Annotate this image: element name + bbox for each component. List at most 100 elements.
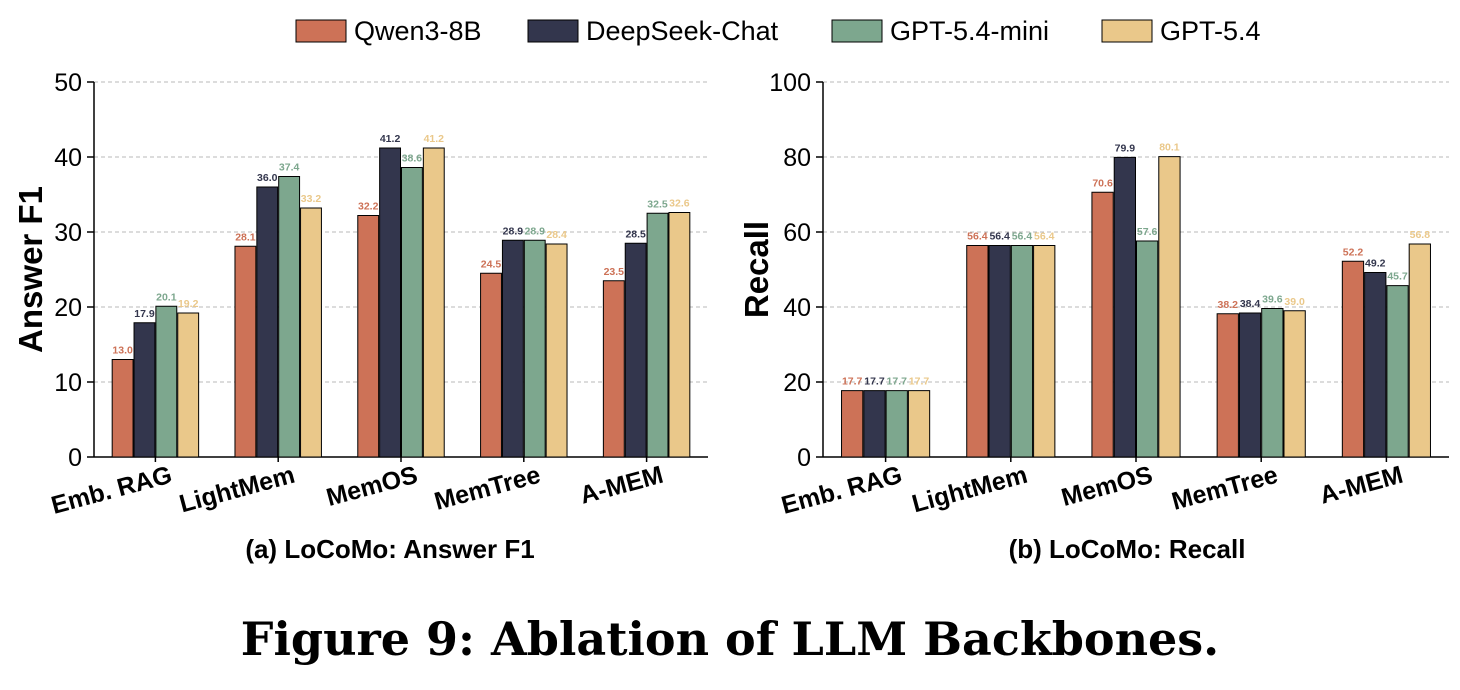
bar-gpt-5-4-memtree	[545, 243, 568, 458]
data-label-qwen3-8b-memtree: 24.5	[481, 258, 502, 270]
y-axis-label: Answer F1	[12, 186, 49, 353]
data-label-deepseek-chat-memos: 79.9	[1115, 142, 1136, 154]
y-tick-label: 20	[783, 369, 811, 397]
data-label-gpt-5-4-mini-emb-rag: 20.1	[156, 291, 177, 303]
y-tick-label: 100	[769, 69, 811, 97]
bar-qwen3-8b-memos	[357, 215, 380, 458]
bar-qwen3-8b-memos	[1091, 191, 1114, 458]
bar-deepseek-chat-memtree	[1238, 312, 1262, 458]
y-tick-label: 30	[54, 219, 82, 247]
bar-gpt-5-4-mini-memtree	[523, 239, 546, 458]
bar-gpt-5-4-lightmem	[300, 207, 322, 458]
x-tick-label-a-mem: A-MEM	[1317, 461, 1406, 510]
legend-swatch-gpt-5-4	[1101, 19, 1153, 43]
data-label-gpt-5-4-mini-lightmem: 37.4	[279, 162, 300, 174]
x-tick-label-memtree: MemTree	[1169, 461, 1281, 516]
x-tick-label-memtree: MemTree	[431, 461, 543, 516]
data-label-deepseek-chat-memtree: 28.9	[503, 225, 524, 237]
bar-gpt-5-4-mini-a-mem	[1386, 285, 1409, 458]
bar-gpt-5-4-emb-rag	[177, 312, 200, 458]
x-tick-label-a-mem: A-MEM	[577, 461, 666, 510]
bar-deepseek-chat-lightmem	[256, 186, 279, 458]
x-tick-label-lightmem: LightMem	[909, 461, 1030, 519]
data-label-qwen3-8b-emb-rag: 17.7	[842, 376, 863, 388]
data-label-gpt-5-4-mini-a-mem: 32.5	[647, 198, 668, 210]
bar-gpt-5-4-mini-emb-rag	[155, 305, 178, 458]
data-label-gpt-5-4-mini-memos: 57.6	[1137, 226, 1158, 238]
bar-gpt-5-4-mini-emb-rag	[885, 390, 908, 458]
bar-qwen3-8b-emb-rag	[111, 359, 134, 458]
bar-gpt-5-4-mini-memos	[400, 167, 423, 458]
y-tick-label: 80	[783, 144, 811, 172]
legend-label-deepseek-chat: DeepSeek-Chat	[586, 16, 779, 46]
bar-qwen3-8b-lightmem	[966, 245, 989, 458]
legend-label-gpt-5-4: GPT-5.4	[1160, 16, 1261, 46]
data-label-gpt-5-4-mini-memtree: 39.6	[1262, 294, 1283, 306]
bar-gpt-5-4-mini-memos	[1136, 240, 1159, 458]
chart-title: (b) LoCoMo: Recall	[1009, 534, 1246, 564]
bar-deepseek-chat-lightmem	[988, 245, 1011, 458]
bar-deepseek-chat-memos	[379, 147, 402, 458]
bar-gpt-5-4-memtree	[1283, 310, 1306, 458]
data-label-gpt-5-4-emb-rag: 19.2	[178, 298, 199, 310]
figure-caption: Figure 9: Ablation of LLM Backbones.	[240, 612, 1220, 666]
data-label-deepseek-chat-emb-rag: 17.9	[134, 308, 155, 320]
bar-gpt-5-4-a-mem	[1408, 243, 1431, 458]
data-label-qwen3-8b-lightmem: 28.1	[235, 231, 256, 243]
data-label-deepseek-chat-lightmem: 56.4	[989, 231, 1010, 243]
data-label-gpt-5-4-a-mem: 32.6	[669, 198, 690, 210]
y-tick-label: 40	[783, 294, 811, 322]
bar-deepseek-chat-memtree	[501, 239, 524, 458]
data-label-qwen3-8b-memos: 32.2	[358, 201, 379, 213]
data-label-gpt-5-4-mini-memtree: 28.9	[525, 225, 546, 237]
data-label-gpt-5-4-memos: 80.1	[1159, 142, 1180, 154]
data-label-qwen3-8b-lightmem: 56.4	[967, 231, 988, 243]
data-label-deepseek-chat-a-mem: 49.2	[1365, 258, 1386, 270]
data-label-deepseek-chat-emb-rag: 17.7	[864, 376, 885, 388]
bar-deepseek-chat-a-mem	[1364, 272, 1387, 458]
data-label-qwen3-8b-memos: 70.6	[1092, 177, 1113, 189]
data-label-gpt-5-4-lightmem: 33.2	[301, 193, 322, 205]
bar-qwen3-8b-memtree	[1216, 313, 1239, 458]
legend-label-qwen3-8b: Qwen3-8B	[354, 16, 482, 46]
data-label-gpt-5-4-lightmem: 56.4	[1034, 231, 1055, 243]
y-axis-label: Recall	[738, 221, 775, 318]
legend-swatch-qwen3-8b	[295, 19, 347, 43]
bar-gpt-5-4-mini-memtree	[1261, 308, 1284, 458]
data-label-deepseek-chat-lightmem: 36.0	[257, 172, 278, 184]
bar-gpt-5-4-lightmem	[1033, 245, 1056, 458]
data-label-deepseek-chat-memos: 41.2	[380, 133, 401, 145]
x-tick-label-memos: MemOS	[1058, 461, 1155, 512]
bar-qwen3-8b-memtree	[480, 272, 502, 458]
bar-qwen3-8b-emb-rag	[841, 390, 864, 458]
bar-gpt-5-4-mini-lightmem	[1010, 245, 1034, 458]
x-tick-label-lightmem: LightMem	[176, 461, 297, 519]
bar-gpt-5-4-a-mem	[668, 212, 691, 458]
data-label-gpt-5-4-mini-memos: 38.6	[402, 153, 423, 165]
data-label-gpt-5-4-emb-rag: 17.7	[909, 376, 930, 388]
bar-qwen3-8b-a-mem	[1341, 260, 1365, 458]
x-tick-label-memos: MemOS	[323, 461, 420, 512]
data-label-gpt-5-4-mini-emb-rag: 17.7	[887, 376, 908, 388]
data-label-qwen3-8b-emb-rag: 13.0	[112, 345, 133, 357]
y-tick-label: 10	[54, 369, 82, 397]
bar-gpt-5-4-memos	[1158, 156, 1181, 458]
bar-gpt-5-4-emb-rag	[907, 390, 931, 458]
bar-gpt-5-4-mini-a-mem	[646, 212, 669, 458]
legend-label-gpt-5-4-mini: GPT-5.4-mini	[890, 16, 1049, 46]
data-label-qwen3-8b-a-mem: 52.2	[1343, 246, 1364, 258]
y-tick-label: 60	[783, 219, 811, 247]
legend-swatch-gpt-5-4-mini	[831, 19, 883, 43]
y-tick-label: 20	[54, 294, 82, 322]
bar-deepseek-chat-memos	[1113, 156, 1136, 458]
data-label-gpt-5-4-memtree: 28.4	[546, 229, 567, 241]
legend-swatch-deepseek-chat	[527, 19, 579, 43]
data-label-deepseek-chat-memtree: 38.4	[1240, 298, 1261, 310]
bar-gpt-5-4-memos	[422, 147, 445, 458]
bar-gpt-5-4-mini-lightmem	[278, 176, 301, 458]
data-label-gpt-5-4-memtree: 39.0	[1284, 296, 1305, 308]
y-tick-label: 50	[54, 69, 82, 97]
